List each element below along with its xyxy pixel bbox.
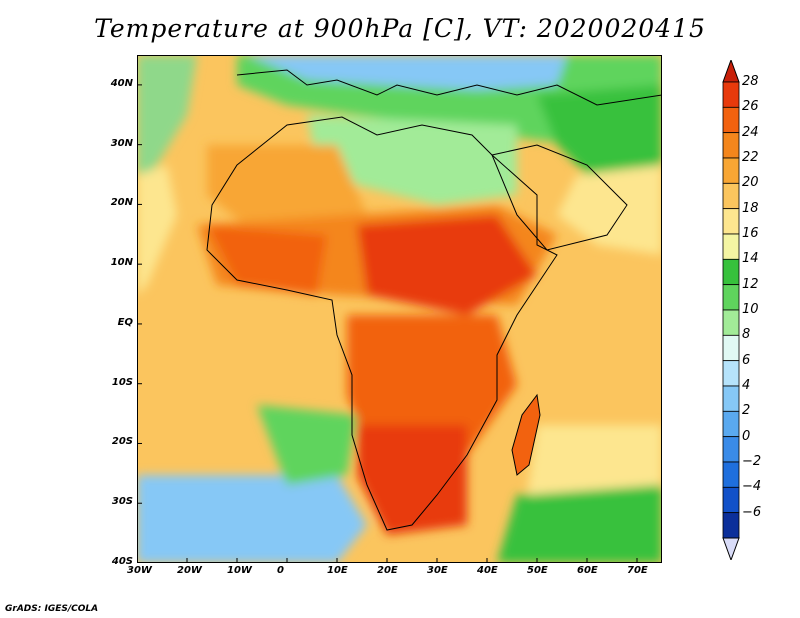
colorbar-label: 24 — [742, 124, 759, 140]
lon-tick-label: 60E — [577, 565, 598, 576]
field-sahara — [307, 115, 517, 205]
colorbar-label: 28 — [742, 74, 759, 89]
colorbar-swatch — [722, 157, 740, 184]
colorbar-swatch — [722, 258, 740, 286]
temperature-map — [137, 55, 662, 563]
colorbar-swatch — [722, 182, 740, 210]
colorbar-label: 12 — [742, 276, 759, 292]
field-central-hot — [357, 215, 537, 315]
colorbar-label: 8 — [742, 327, 751, 343]
map-ticks — [137, 84, 638, 563]
lon-tick-label: 10W — [227, 565, 252, 576]
map-frame — [137, 55, 662, 563]
lat-tick-label: EQ — [117, 316, 133, 328]
colorbar-label: 4 — [742, 378, 751, 393]
lon-tick-label: 10E — [327, 565, 348, 576]
field-arabia-mild — [557, 165, 662, 255]
colorbar-swatch — [722, 309, 740, 336]
colorbar-label: 2 — [742, 403, 751, 419]
europe-coastline — [236, 69, 662, 106]
colorbar-swatch — [722, 106, 740, 134]
colorbar-swatch — [722, 132, 740, 159]
lat-tick-label: 20S — [111, 436, 133, 448]
colorbar-label: 26 — [742, 99, 759, 115]
colorbar-label: −4 — [742, 479, 762, 495]
field-atlantic-mild — [137, 165, 177, 295]
field-indian-pale — [527, 425, 662, 495]
colorbar-label: 18 — [742, 200, 759, 216]
colorbar-swatch — [722, 233, 740, 260]
lon-tick-label: 30W — [127, 565, 152, 576]
colorbar-over-triangle — [722, 60, 740, 83]
lon-tick-label: 30E — [427, 565, 448, 576]
lon-tick-label: 20E — [377, 565, 398, 576]
colorbar-label: 0 — [742, 428, 751, 444]
africa-coastline — [206, 116, 558, 531]
arabia-outline — [491, 144, 628, 251]
colorbar-swatch — [722, 436, 740, 463]
colorbar-label: 20 — [742, 175, 759, 191]
colorbar-label: −2 — [742, 454, 762, 469]
colorbar-swatch — [722, 385, 740, 412]
lat-tick-label: 20N — [110, 197, 133, 209]
field-atlantic-cool — [137, 55, 197, 185]
colorbar-swatch — [722, 486, 740, 514]
field-west-hot — [207, 225, 327, 295]
credit-text: GrADS: IGES/COLA — [5, 604, 99, 614]
lat-tick-label: 10N — [110, 257, 133, 269]
colorbar-swatch — [722, 81, 740, 108]
colorbar-swatch — [722, 284, 740, 311]
lon-tick-label: 20W — [177, 565, 202, 576]
lat-tick-label: 40S — [111, 556, 133, 567]
colorbar-swatch — [722, 208, 740, 235]
colorbar-under-triangle — [722, 537, 740, 560]
field-sahara-warm — [207, 145, 367, 235]
lat-tick-label: 30S — [111, 496, 133, 508]
colorbar-label: 22 — [742, 150, 759, 165]
colorbar — [722, 60, 740, 560]
lon-tick-label: 40E — [477, 565, 498, 576]
field-south-hot — [357, 425, 467, 535]
colorbar-swatch — [722, 512, 740, 539]
colorbar-label: 6 — [742, 352, 751, 368]
colorbar-swatch — [722, 334, 740, 362]
colorbar-swatch — [722, 461, 740, 488]
madagascar-outline — [511, 393, 541, 476]
lon-tick-label: 50E — [527, 565, 548, 576]
field-south-atlantic-green — [257, 405, 357, 485]
colorbar-swatch — [722, 410, 740, 438]
lat-tick-label: 40N — [110, 77, 133, 89]
field-middle-east — [537, 85, 662, 185]
colorbar-label: −6 — [742, 504, 762, 520]
colorbar-label: 16 — [742, 226, 759, 241]
lat-tick-label: 10S — [111, 376, 133, 388]
lon-tick-label: 0 — [277, 565, 284, 576]
lat-tick-label: 30N — [110, 137, 133, 149]
lon-tick-label: 70E — [627, 565, 648, 576]
colorbar-label: 10 — [742, 302, 759, 317]
colorbar-swatch — [722, 360, 740, 387]
colorbar-label: 14 — [742, 251, 759, 267]
field-south-atlantic — [137, 475, 367, 563]
field-indian-south — [497, 475, 662, 563]
chart-title: Temperature at 900hPa [C], VT: 202002041… — [94, 14, 706, 43]
